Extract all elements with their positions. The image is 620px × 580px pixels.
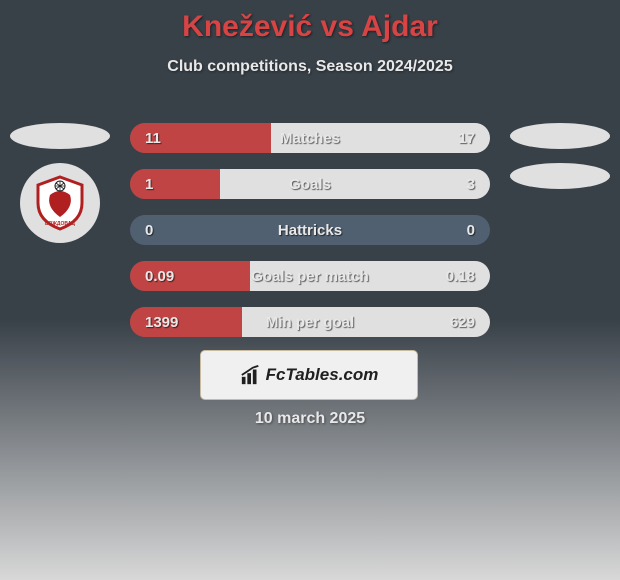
right-club-ellipse [510,163,610,189]
page-title: Knežević vs Ajdar [0,0,620,44]
stat-value-right: 0 [467,215,475,245]
stat-row: Goals per match0.09 0.18 [130,261,490,291]
stat-label: Goals [130,169,490,199]
stat-label: Matches [130,123,490,153]
stat-label: Min per goal [130,307,490,337]
chart-icon [240,364,262,386]
stat-value-right: 0.18 [446,261,475,291]
stat-label: Hattricks [130,215,490,245]
stat-row: Goals1 3 [130,169,490,199]
stat-value-left: 1 [145,169,153,199]
right-player-avatars [510,123,610,189]
crest-icon: ВОЖДОВАЦ [30,173,90,233]
watermark-text: FcTables.com [266,365,379,385]
stat-row: Matches11 17 [130,123,490,153]
stat-label: Goals per match [130,261,490,291]
stat-row: Min per goal1399 629 [130,307,490,337]
stat-value-left: 11 [145,123,161,153]
left-club-crest: ВОЖДОВАЦ [20,163,100,243]
date-label: 10 march 2025 [0,410,620,428]
watermark: FcTables.com [200,350,418,400]
stats-panel: Matches11 17 Goals1 3 Hattricks0 0 Goals per m… [130,123,490,337]
stat-row: Hattricks0 0 [130,215,490,245]
stat-value-left: 0 [145,215,153,245]
left-player-ellipse [10,123,110,149]
stat-value-right: 17 [458,123,475,153]
stat-value-right: 629 [450,307,475,337]
stat-value-right: 3 [467,169,475,199]
subtitle: Club competitions, Season 2024/2025 [0,58,620,76]
right-player-ellipse [510,123,610,149]
crest-text: ВОЖДОВАЦ [45,221,75,227]
left-player-avatars: ВОЖДОВАЦ [10,123,110,243]
stat-value-left: 1399 [145,307,178,337]
stat-value-left: 0.09 [145,261,174,291]
